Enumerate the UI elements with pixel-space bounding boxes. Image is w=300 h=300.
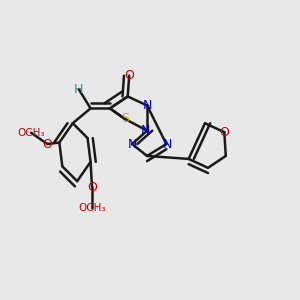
- Text: O: O: [43, 138, 52, 151]
- Text: O: O: [87, 181, 97, 194]
- Text: O: O: [124, 69, 134, 82]
- Text: OCH₃: OCH₃: [17, 128, 45, 138]
- Text: S: S: [121, 112, 129, 125]
- Text: OCH₃: OCH₃: [78, 203, 106, 213]
- Text: N: N: [128, 138, 137, 151]
- Text: N: N: [141, 124, 150, 137]
- Text: N: N: [142, 99, 152, 112]
- Text: N: N: [163, 138, 172, 151]
- Text: O: O: [219, 126, 229, 139]
- Text: H: H: [74, 82, 83, 96]
